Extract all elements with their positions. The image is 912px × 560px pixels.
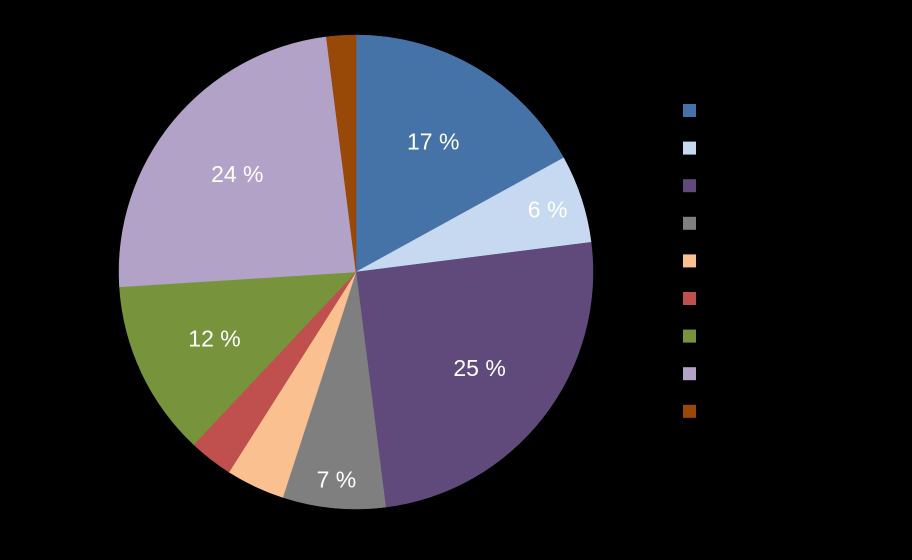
pie-slice xyxy=(355,242,594,508)
legend-swatch xyxy=(683,367,696,381)
slice-data-label: 12 % xyxy=(188,326,240,352)
legend-swatch xyxy=(683,254,696,268)
pie-slice xyxy=(355,34,565,273)
legend-swatch xyxy=(683,292,696,305)
legend-swatch xyxy=(683,404,696,418)
slice-data-label: 17 % xyxy=(407,128,459,154)
slice-data-label: 24 % xyxy=(211,161,263,187)
pie-slices xyxy=(118,34,594,510)
legend-swatch xyxy=(683,216,696,230)
pie-slice xyxy=(118,36,357,288)
legend-swatch xyxy=(683,179,696,193)
legend-swatch xyxy=(683,104,696,117)
pie-slice xyxy=(326,34,357,273)
legend xyxy=(683,104,696,418)
pie-slice xyxy=(119,271,357,446)
pie-data-labels: 17 % 6 % 25 % 7 % 12 % 24 % xyxy=(188,128,567,492)
slice-data-label: 25 % xyxy=(453,355,505,381)
legend-swatch xyxy=(683,141,696,155)
pie-slice xyxy=(282,271,386,510)
legend-swatch xyxy=(683,329,696,343)
slice-data-label: 6 % xyxy=(528,197,568,223)
slice-data-label: 7 % xyxy=(317,467,357,493)
